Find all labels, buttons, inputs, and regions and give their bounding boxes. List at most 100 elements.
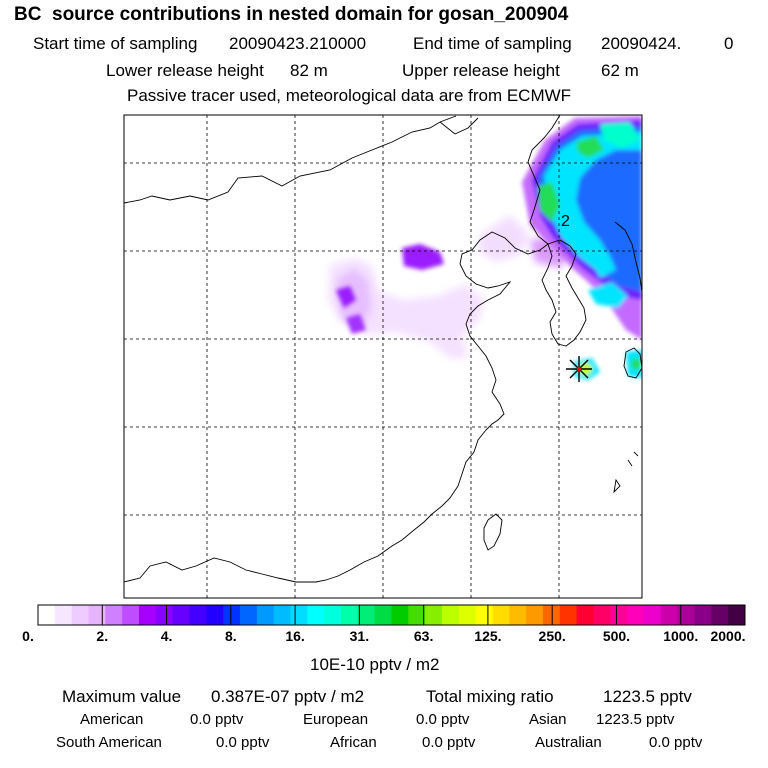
- colorbar-tick-label: 2000.: [710, 628, 746, 644]
- plume-west-core: [336, 286, 356, 308]
- region-value-african: 0.0 pptv: [422, 734, 476, 751]
- colorbar-cell: [492, 605, 510, 625]
- colorbar-cell: [576, 605, 594, 625]
- region-name-african: African: [330, 734, 377, 751]
- colorbar-cell: [677, 605, 695, 625]
- band-cyan-south: [588, 282, 628, 308]
- colorbar-cell: [559, 605, 578, 625]
- tracer-note: Passive tracer used, meteorological data…: [127, 86, 572, 105]
- total-mixing-value: 1223.5 pptv: [603, 687, 692, 706]
- upper-height-label: Upper release height: [402, 61, 560, 80]
- border-south: [124, 557, 316, 583]
- region-value-asian: 1223.5 pptv: [596, 711, 675, 728]
- colorbar-cell: [475, 605, 493, 625]
- colorbar-cell: [593, 605, 611, 625]
- end-time-label: End time of sampling: [413, 34, 572, 53]
- colorbar-cell: [627, 605, 645, 625]
- colorbar-tick-label: 16.: [285, 628, 305, 644]
- colorbar-cell: [105, 605, 123, 625]
- coastlines: [124, 115, 642, 583]
- max-value-label: Maximum value: [62, 687, 182, 706]
- upper-height-value: 62 m: [601, 61, 639, 80]
- colorbar-cell: [408, 605, 426, 625]
- colorbar-cell: [189, 605, 207, 625]
- hotspot-kyushu-green: [631, 358, 641, 370]
- map-frame: [123, 114, 643, 599]
- colorbar-cell: [88, 605, 106, 625]
- lower-height-label: Lower release height: [106, 61, 264, 80]
- band-cyan: [544, 132, 642, 270]
- region-name-south-american: South American: [56, 734, 162, 751]
- end-time-extra: 0: [724, 34, 734, 53]
- coast-bohai: [459, 231, 549, 265]
- region-name-asian: Asian: [529, 711, 567, 728]
- colorbar-cell: [38, 605, 56, 625]
- colorbar-cell: [307, 605, 325, 625]
- plume-north-core: [402, 244, 444, 270]
- region-value-european: 0.0 pptv: [416, 711, 470, 728]
- coast-china: [315, 263, 512, 583]
- map-label: 2: [561, 213, 570, 230]
- colorbar-tick-label: 4.: [160, 628, 173, 644]
- colorbar-cell: [526, 605, 544, 625]
- colorbar-cell: [324, 605, 342, 625]
- band-green-west: [538, 182, 560, 222]
- region-value-australian: 0.0 pptv: [649, 734, 703, 751]
- region-name-australian: Australian: [535, 734, 602, 751]
- colorbar-cell: [694, 605, 712, 625]
- colorbar-cell: [256, 605, 275, 625]
- colorbar-cell: [374, 605, 392, 625]
- band-cyan-mid: [590, 252, 616, 278]
- chart-title: BC source contributions in nested domain…: [14, 4, 569, 25]
- border-northeast: [439, 117, 479, 135]
- colorbar-tick-label: 125.: [474, 628, 502, 644]
- map-grid: [124, 115, 642, 598]
- colorbar-cell: [341, 605, 359, 625]
- region-name-european: European: [303, 711, 369, 728]
- colorbar-cell: [442, 605, 460, 625]
- start-time-value: 20090423.210000: [229, 34, 367, 53]
- colorbar-cell: [425, 605, 443, 625]
- colorbar-tick-label: 8.: [224, 628, 237, 644]
- colorbar-cell: [357, 605, 376, 625]
- colorbar-cell: [71, 605, 89, 625]
- colorbar-cell: [206, 605, 224, 625]
- colorbar-cell: [54, 605, 73, 625]
- colorbar-cell: [509, 605, 527, 625]
- colorbar-cell: [610, 605, 628, 625]
- colorbar-tick-label: 0.: [22, 628, 34, 644]
- colorbar-unit: 10E-10 pptv / m2: [310, 655, 440, 674]
- colorbar-cell: [458, 605, 477, 625]
- colorbar-cell: [122, 605, 140, 625]
- colorbar-tick-label: 250.: [538, 628, 566, 644]
- total-mixing-label: Total mixing ratio: [426, 687, 554, 706]
- colorbar-tick-label: 2.: [96, 628, 109, 644]
- concentration-field: [328, 116, 642, 380]
- max-value: 0.387E-07 pptv / m2: [211, 687, 365, 706]
- colorbar-tick-label: 1000.: [663, 628, 699, 644]
- coast-kyushu: [623, 347, 642, 379]
- region-value-south-american: 0.0 pptv: [216, 734, 270, 751]
- band-teal-north: [600, 122, 640, 148]
- plume-west-core2: [346, 314, 366, 334]
- colorbar-cell: [155, 605, 174, 625]
- colorbar: [37, 604, 746, 626]
- colorbar-cell: [711, 605, 729, 625]
- colorbar-cell: [644, 605, 662, 625]
- region-name-american: American: [80, 711, 144, 728]
- colorbar-cell: [660, 605, 679, 625]
- colorbar-cell: [172, 605, 190, 625]
- coast-japan-sea: [614, 221, 642, 293]
- region-value-american: 0.0 pptv: [190, 711, 244, 728]
- band-green-north: [576, 136, 604, 158]
- islands-ryukyu: [613, 451, 639, 494]
- colorbar-frame: [37, 604, 746, 626]
- colorbar-cell: [728, 605, 746, 625]
- colorbar-tick-label: 63.: [413, 628, 434, 644]
- colorbar-tick-label: 500.: [602, 628, 631, 644]
- colorbar-cell: [290, 605, 308, 625]
- lower-height-value: 82 m: [290, 61, 328, 80]
- colorbar-cell: [543, 605, 561, 625]
- coast-korea: [541, 239, 587, 347]
